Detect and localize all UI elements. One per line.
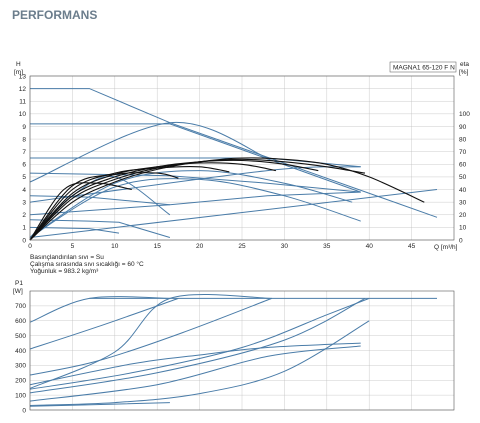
head-x-tick-label: 30 bbox=[281, 243, 289, 250]
head-y-tick-label: 7 bbox=[22, 149, 26, 156]
model-label: MAGNA1 65-120 F N bbox=[393, 65, 455, 72]
head-x-tick-label: 25 bbox=[238, 243, 246, 250]
power-y-tick-label: 200 bbox=[15, 378, 26, 385]
head-system-curve bbox=[29, 121, 268, 183]
note-temperature: Çalışma sırasında sıvı sıcaklığı = 60 °C bbox=[30, 260, 144, 268]
head-y-tick-label: 5 bbox=[22, 174, 26, 181]
head-y-tick-label: 2 bbox=[22, 212, 26, 219]
power-curve bbox=[29, 293, 272, 389]
head-pump-curve bbox=[29, 172, 361, 193]
eta-tick-label: 90 bbox=[459, 124, 467, 131]
head-efficiency-curve bbox=[29, 166, 230, 241]
power-y-unit: [W] bbox=[13, 288, 23, 295]
power-y-tick-label: 100 bbox=[15, 392, 26, 399]
head-x-tick-label: 40 bbox=[366, 243, 374, 250]
eta-tick-label: 40 bbox=[459, 187, 467, 194]
head-efficiency-curve bbox=[29, 172, 179, 241]
head-chart: 0 5 10 15 20 25 30 35 40 450123456789101112130102… bbox=[14, 61, 470, 275]
eta-unit: [%] bbox=[459, 69, 469, 76]
eta-tick-label: 20 bbox=[459, 212, 467, 219]
note-density: Yoğunluk = 983.2 kg/m³ bbox=[30, 268, 99, 275]
head-system-curve bbox=[29, 178, 361, 238]
model-label-box bbox=[389, 61, 457, 73]
power-y-tick-label: 600 bbox=[15, 318, 26, 325]
head-x-tick-label: 0 bbox=[28, 243, 32, 250]
head-pump-curve bbox=[30, 123, 361, 193]
power-y-tick-label: 300 bbox=[15, 363, 26, 370]
page-title: PERFORMANS bbox=[12, 8, 98, 22]
power-y-tick-label: 500 bbox=[15, 333, 26, 340]
power-y-tick-label: 0 bbox=[22, 407, 26, 414]
head-y-tick-label: 13 bbox=[19, 73, 27, 80]
power-y-tick-label: 400 bbox=[15, 348, 26, 355]
power-curve bbox=[29, 345, 361, 402]
eta-tick-label: 70 bbox=[459, 149, 467, 156]
head-pump-curve bbox=[29, 219, 171, 238]
head-y-tick-label: 12 bbox=[19, 86, 27, 93]
power-plot-frame bbox=[29, 290, 455, 411]
eta-tick-label: 50 bbox=[459, 174, 467, 181]
head-pump-curve bbox=[30, 88, 438, 218]
power-curve bbox=[29, 297, 370, 390]
eta-tick-label: 10 bbox=[459, 225, 467, 232]
head-pump-curve bbox=[29, 195, 170, 206]
note-fluid: Basınçlandırılan sıvı = Su bbox=[30, 254, 104, 261]
power-curve bbox=[29, 297, 272, 376]
head-x-tick-label: 20 bbox=[196, 243, 204, 250]
power-y-tick-label: 700 bbox=[15, 303, 26, 310]
power-chart: 0 100 200 300 400 500 600 700 P1 [W] bbox=[13, 280, 455, 414]
eta-tick-label: 100 bbox=[459, 111, 470, 118]
head-efficiency-curve bbox=[29, 157, 425, 241]
eta-tick-label: 60 bbox=[459, 162, 467, 169]
power-y-label: P1 bbox=[15, 280, 23, 287]
head-efficiency-curve bbox=[29, 162, 276, 241]
head-pump-curve bbox=[29, 191, 361, 216]
head-x-tick-label: 35 bbox=[323, 243, 331, 250]
head-y-tick-label: 9 bbox=[22, 124, 26, 131]
head-y-tick-label: 11 bbox=[19, 99, 26, 106]
eta-label: eta bbox=[460, 61, 469, 68]
head-y-tick-label: 3 bbox=[22, 199, 26, 206]
head-x-tick-label: 5 bbox=[71, 243, 75, 250]
head-system-curve bbox=[29, 170, 353, 238]
head-y-tick-label: 1 bbox=[22, 225, 26, 232]
head-plot-frame bbox=[29, 75, 455, 241]
power-curve bbox=[29, 297, 179, 350]
head-y-tick-label: 8 bbox=[22, 136, 26, 143]
head-y-tick-label: 10 bbox=[19, 111, 27, 118]
power-curve bbox=[29, 342, 361, 386]
power-curve bbox=[29, 402, 170, 407]
power-curve bbox=[29, 320, 370, 406]
head-efficiency-curve bbox=[29, 158, 366, 241]
power-curve bbox=[29, 296, 170, 323]
eta-tick-label: 0 bbox=[459, 237, 463, 244]
head-y-label: H bbox=[16, 61, 21, 68]
head-efficiency-curve bbox=[29, 159, 319, 241]
head-system-curve bbox=[29, 189, 438, 238]
head-x-tick-label: 45 bbox=[408, 243, 416, 250]
head-y-tick-label: 0 bbox=[22, 237, 26, 244]
eta-tick-label: 30 bbox=[459, 199, 467, 206]
head-efficiency-curve bbox=[29, 182, 132, 241]
power-curve bbox=[29, 297, 366, 394]
head-x-tick-label: 15 bbox=[154, 243, 162, 250]
eta-tick-label: 80 bbox=[459, 136, 467, 143]
head-x-tick-label: 10 bbox=[111, 243, 119, 250]
q-axis-label: Q [m³/h] bbox=[434, 244, 458, 251]
head-y-unit: [m] bbox=[14, 69, 23, 76]
head-y-tick-label: 4 bbox=[22, 187, 26, 194]
head-y-tick-label: 6 bbox=[22, 162, 26, 169]
head-pump-curve bbox=[29, 226, 120, 234]
